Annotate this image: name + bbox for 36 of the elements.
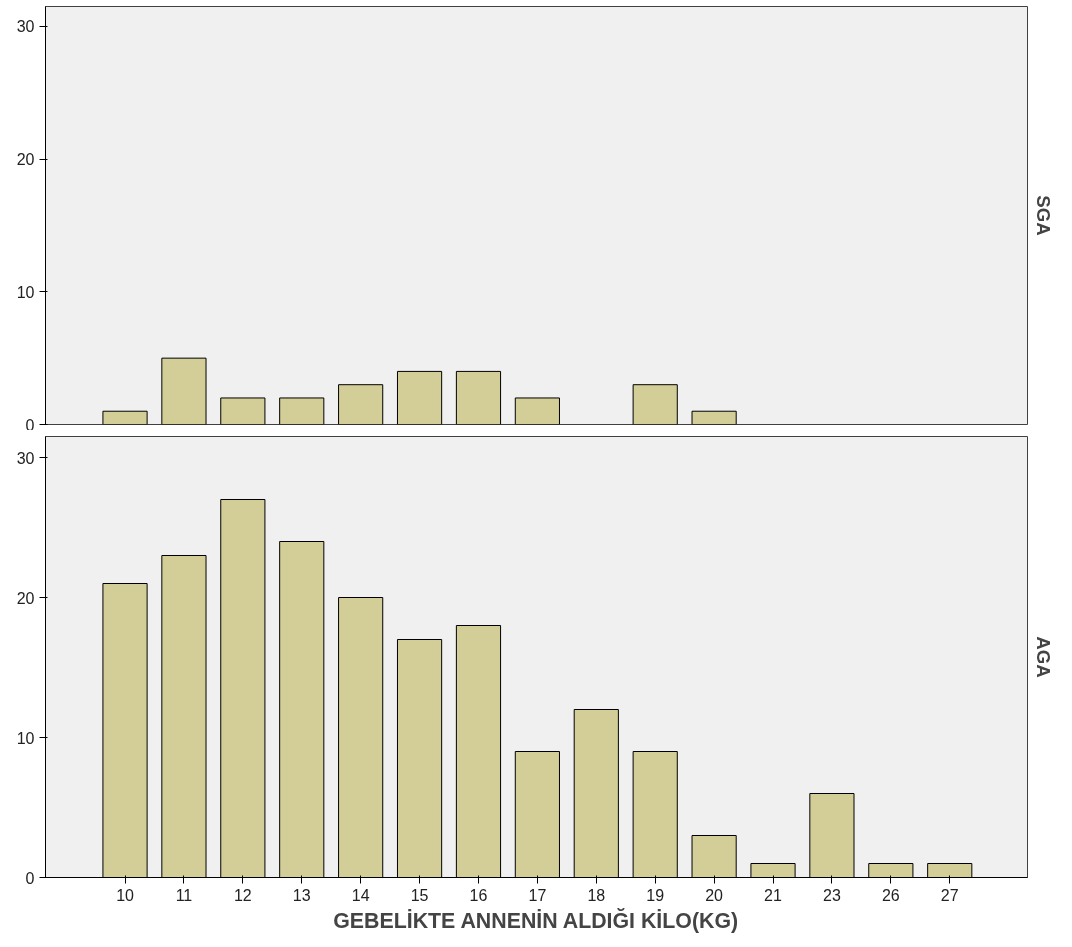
x-tick-label: 13 bbox=[292, 886, 311, 904]
bar bbox=[279, 397, 325, 425]
bar bbox=[396, 370, 443, 425]
x-tick-label: 19 bbox=[646, 886, 665, 904]
x-tick-label: 17 bbox=[528, 886, 547, 904]
text: AGA bbox=[1032, 636, 1054, 678]
bar bbox=[338, 384, 384, 425]
x-tick-label: 23 bbox=[823, 886, 841, 904]
bar bbox=[514, 397, 560, 425]
x-tick-label: 11 bbox=[175, 886, 193, 904]
y-tick-label: 20 bbox=[16, 151, 35, 169]
x-tick-label: 16 bbox=[469, 886, 488, 904]
x-tick-label: 27 bbox=[940, 886, 959, 904]
text: SGA bbox=[1032, 195, 1054, 236]
x-tick-label: 26 bbox=[881, 886, 900, 904]
x-tick-label: 21 bbox=[764, 886, 783, 904]
y-tick-label: 10 bbox=[16, 283, 35, 301]
x-tick-label: 18 bbox=[587, 886, 606, 904]
bar bbox=[632, 384, 678, 425]
bar bbox=[691, 410, 737, 425]
x-tick-label: 15 bbox=[410, 886, 429, 904]
y-tick-label: 0 bbox=[25, 869, 35, 887]
x-tick-label: 14 bbox=[351, 886, 370, 904]
y-tick-label: 20 bbox=[16, 589, 35, 607]
y-tick-label: 30 bbox=[16, 449, 35, 467]
x-tick-label: 20 bbox=[705, 886, 724, 904]
bar bbox=[102, 410, 148, 425]
bar bbox=[161, 357, 207, 425]
x-tick-label: 12 bbox=[233, 886, 252, 904]
y-tick-label: 0 bbox=[25, 416, 35, 434]
x-tick-label: 10 bbox=[116, 886, 135, 904]
y-tick-label: 30 bbox=[16, 18, 35, 36]
y-tick-label: 10 bbox=[16, 729, 35, 747]
bar bbox=[220, 397, 266, 425]
x-axis-title: GEBELİKTE ANNENİN ALDIĞI KİLO(KG) bbox=[333, 907, 739, 933]
bar bbox=[455, 370, 502, 425]
